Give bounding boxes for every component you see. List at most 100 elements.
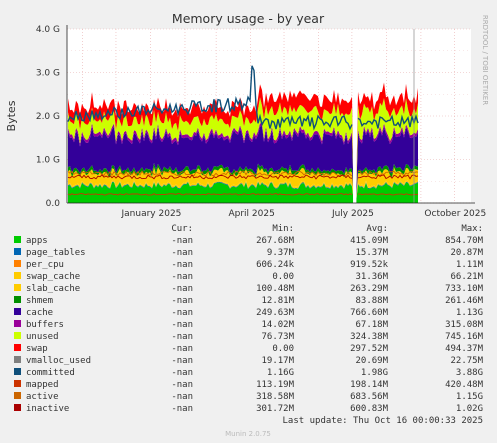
legend-name: swap_cache [26,272,80,282]
y-axis-label: Bytes [5,100,18,131]
legend-swatch [14,248,21,255]
legend-cur: -nan [171,272,193,282]
legend-cur: -nan [171,260,193,270]
legend-min: 14.02M [261,320,294,330]
legend-min: 12.81M [261,296,294,306]
legend-row-cache: cache -nan 249.63M 766.60M 1.13G [14,308,483,318]
legend-name: slab_cache [26,284,80,294]
line-inactive [67,174,419,180]
legend-cur: -nan [171,284,193,294]
legend-header-max: Max: [461,224,483,234]
legend-cur: -nan [171,368,193,378]
legend-swatch [14,368,21,375]
legend-cur: -nan [171,296,193,306]
area-swap_cache [68,180,418,203]
legend-max: 1.02G [456,404,483,414]
line-mapped [67,193,419,196]
legend-cur: -nan [171,236,193,246]
legend-row-apps: apps -nan 267.68M 415.09M 854.70M [14,236,484,246]
y-tick-labels: 0.0 1.0 G 2.0 G 3.0 G 4.0 G [36,25,60,209]
legend-max: 854.70M [445,236,484,246]
legend-min: 19.17M [261,356,294,366]
legend-cur: -nan [171,344,193,354]
legend-max: 261.46M [445,296,484,306]
legend-name: cache [26,308,53,318]
legend-cur: -nan [171,332,193,342]
legend-avg: 919.52k [350,260,389,270]
legend-swatch [14,404,21,411]
area-apps [68,182,418,203]
legend-max: 1.11M [456,260,484,270]
line-committed [67,65,419,131]
legend-name: inactive [26,404,69,414]
legend-row-slab_cache: slab_cache -nan 100.48M 263.29M 733.10M [14,284,484,294]
legend-max: 494.37M [445,344,484,354]
legend-swatch [14,236,21,243]
legend-avg: 67.18M [355,320,388,330]
legend-name: committed [26,368,75,378]
legend-min: 1.16G [267,368,294,378]
legend-max: 1.13G [456,308,483,318]
legend-min: 113.19M [256,380,295,390]
data-gap [353,29,357,203]
legend-max: 315.08M [445,320,484,330]
legend-cur: -nan [171,380,193,390]
legend-cur: -nan [171,404,193,414]
legend-min: 606.24k [256,260,295,270]
legend-avg: 31.36M [355,272,388,282]
legend-swatch [14,260,21,267]
legend-header: Cur: Min: Avg: Max: [171,224,483,234]
legend-row-shmem: shmem -nan 12.81M 83.88M 261.46M [14,296,484,306]
rrdtool-watermark: RRDTOOL / TOBI OETIKER [481,15,489,105]
legend-min: 100.48M [256,284,295,294]
legend-row-buffers: buffers -nan 14.02M 67.18M 315.08M [14,320,484,330]
x-tick-label: July 2025 [331,209,374,219]
legend-avg: 15.37M [355,248,388,258]
legend-cur: -nan [171,308,193,318]
legend-avg: 1.98G [361,368,388,378]
legend-row-committed: committed -nan 1.16G 1.98G 3.88G [14,368,483,378]
legend-swatch [14,380,21,387]
legend-cur: -nan [171,248,193,258]
legend-swatch [14,392,21,399]
legend-max: 420.48M [445,380,484,390]
x-tick-label: April 2025 [228,209,274,219]
legend-swatch [14,272,21,279]
legend-max: 1.15G [456,392,483,402]
legend-header-avg: Avg: [366,224,388,234]
legend-swatch [14,332,21,339]
y-tick-label: 4.0 G [36,25,60,35]
area-swap [68,82,418,203]
legend-swatch [14,308,21,315]
area-cache [68,125,418,203]
legend-max: 745.16M [445,332,484,342]
legend-max: 3.88G [456,368,483,378]
last-update: Last update: Thu Oct 16 00:00:33 2025 [283,416,483,426]
legend-swatch [14,284,21,291]
y-tick-label: 0.0 [46,199,61,209]
legend-swatch [14,344,21,351]
legend-avg: 297.52M [350,344,389,354]
legend-name: swap [26,344,48,354]
legend-max: 22.75M [450,356,483,366]
y-tick-label: 1.0 G [36,156,60,166]
legend-min: 9.37M [267,248,295,258]
legend-row-swap_cache: swap_cache -nan 0.00 31.36M 66.21M [14,272,484,282]
legend-swatch [14,320,21,327]
legend: apps -nan 267.68M 415.09M 854.70M page_tables… [14,236,484,414]
legend-min: 301.72M [256,404,295,414]
legend-min: 76.73M [261,332,294,342]
x-tick-label: October 2025 [424,209,486,219]
legend-header-cur: Cur: [171,224,193,234]
legend-name: mapped [26,380,59,390]
legend-max: 66.21M [450,272,483,282]
area-shmem [68,163,418,203]
legend-min: 267.68M [256,236,295,246]
legend-min: 0.00 [272,272,294,282]
legend-name: vmalloc_used [26,356,91,366]
legend-header-min: Min: [272,224,294,234]
legend-min: 318.58M [256,392,295,402]
legend-min: 249.63M [256,308,295,318]
legend-avg: 415.09M [350,236,389,246]
